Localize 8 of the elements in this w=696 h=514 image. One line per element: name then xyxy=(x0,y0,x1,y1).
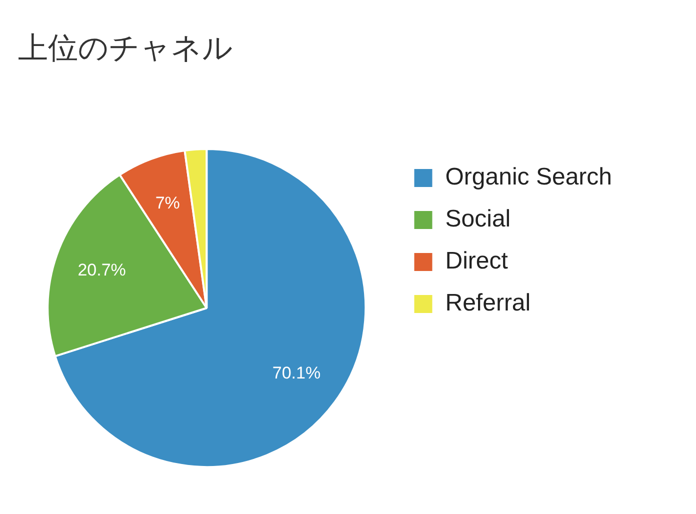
chart-title: 上位のチャネル xyxy=(18,30,233,68)
legend-label: Referral xyxy=(445,290,531,317)
legend-label: Organic Search xyxy=(445,164,612,191)
data-label: 20.7% xyxy=(78,260,126,280)
data-label: 7% xyxy=(155,193,180,212)
legend-label: Direct xyxy=(445,248,508,275)
legend-label: Social xyxy=(445,206,511,233)
data-label: 70.1% xyxy=(272,363,321,382)
